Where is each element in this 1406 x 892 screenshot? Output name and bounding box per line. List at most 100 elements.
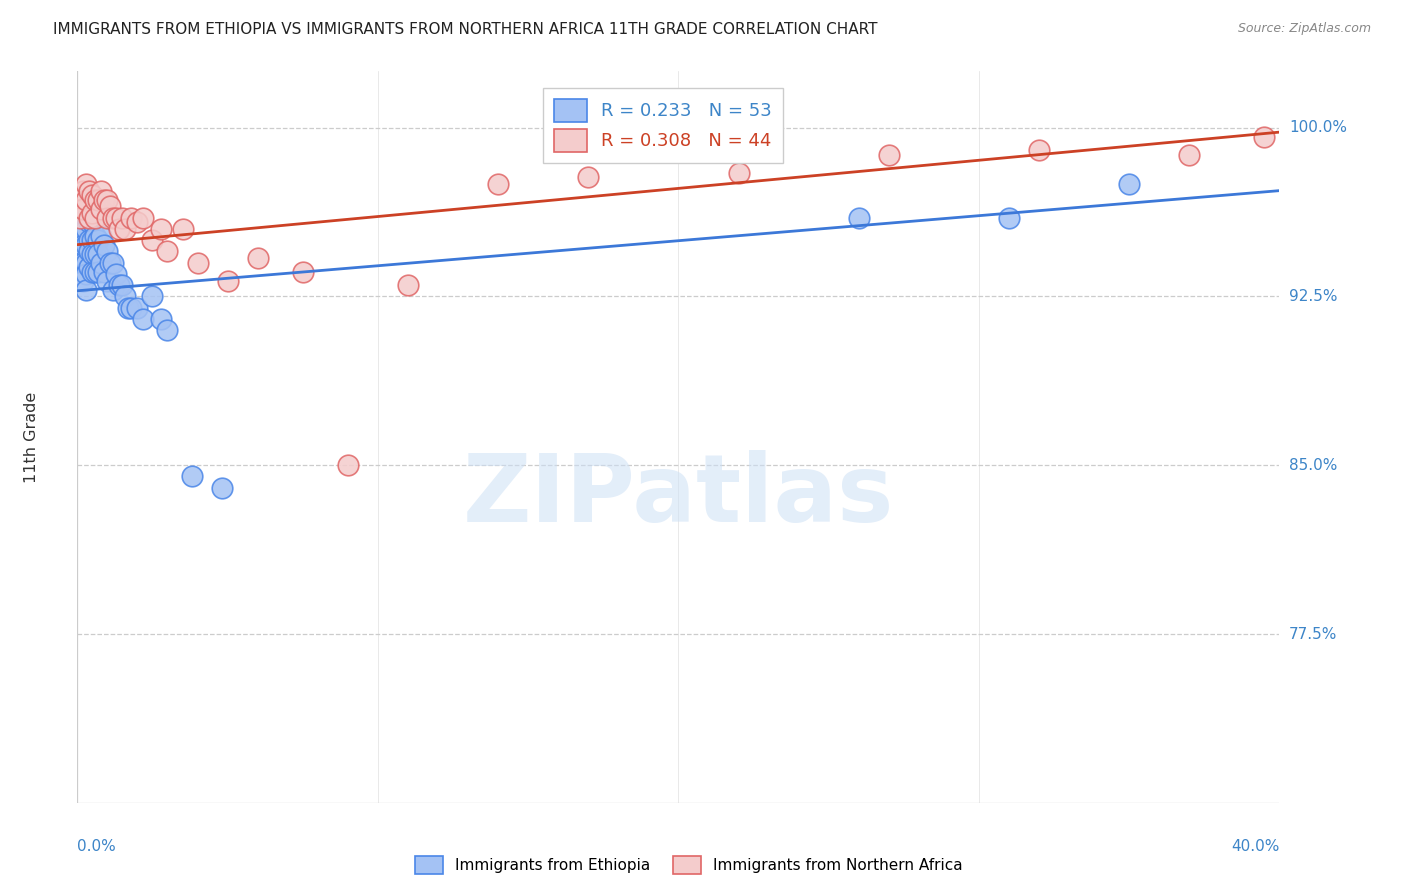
Point [998, 211, 1021, 225]
Point [96, 211, 118, 225]
Text: 100.0%: 100.0% [1289, 120, 1347, 135]
Point [69, 211, 91, 225]
Point [84, 265, 107, 279]
Point [172, 222, 194, 236]
Point [141, 233, 163, 247]
Point [75, 193, 97, 207]
Point [75, 237, 97, 252]
Point [111, 278, 134, 293]
Point [291, 265, 314, 279]
Point [79, 211, 101, 225]
Point [108, 222, 131, 236]
Point [82, 233, 104, 247]
Point [82, 265, 104, 279]
Point [75, 267, 97, 281]
Point [87, 233, 110, 247]
Text: Source: ZipAtlas.com: Source: ZipAtlas.com [1237, 22, 1371, 36]
Point [96, 193, 118, 207]
Point [150, 222, 173, 236]
Point [93, 237, 115, 252]
Point [1253, 129, 1275, 144]
Point [156, 323, 179, 337]
Point [100, 199, 122, 213]
Point [96, 244, 118, 259]
Point [75, 177, 97, 191]
Point [127, 301, 149, 315]
Point [90, 184, 112, 198]
Text: 85.0%: 85.0% [1289, 458, 1337, 473]
Point [211, 481, 233, 495]
Legend: Immigrants from Ethiopia, Immigrants from Northern Africa: Immigrants from Ethiopia, Immigrants fro… [409, 850, 969, 880]
Point [79, 233, 101, 247]
Point [141, 289, 163, 303]
Point [90, 228, 112, 243]
Point [486, 177, 509, 191]
Point [727, 166, 749, 180]
Point [90, 202, 112, 216]
Point [87, 246, 110, 260]
Point [87, 265, 110, 279]
Point [120, 301, 142, 315]
Text: ZIPatlas: ZIPatlas [463, 450, 894, 541]
Point [75, 283, 97, 297]
Point [82, 188, 104, 202]
Text: 11th Grade: 11th Grade [24, 392, 39, 483]
Text: 0.0%: 0.0% [77, 839, 117, 855]
Point [84, 193, 107, 207]
Point [75, 211, 97, 225]
Text: 40.0%: 40.0% [1232, 839, 1279, 855]
Point [117, 301, 139, 315]
Legend: R = 0.233   N = 53, R = 0.308   N = 44: R = 0.233 N = 53, R = 0.308 N = 44 [543, 87, 783, 163]
Point [180, 469, 202, 483]
Point [336, 458, 359, 473]
Point [848, 211, 870, 225]
Point [75, 255, 97, 269]
Point [96, 274, 118, 288]
Point [103, 211, 125, 225]
Point [132, 211, 155, 225]
Point [111, 211, 134, 225]
Point [82, 215, 104, 229]
Point [72, 206, 94, 220]
Point [114, 289, 136, 303]
Point [150, 312, 173, 326]
Point [103, 283, 125, 297]
Point [79, 244, 101, 259]
Point [576, 170, 599, 185]
Point [1118, 177, 1140, 191]
Text: 92.5%: 92.5% [1289, 289, 1337, 304]
Point [79, 184, 101, 198]
Point [72, 255, 94, 269]
Point [103, 255, 125, 269]
Point [217, 274, 239, 288]
Point [127, 215, 149, 229]
Point [82, 246, 104, 260]
Point [877, 147, 900, 161]
Text: IMMIGRANTS FROM ETHIOPIA VS IMMIGRANTS FROM NORTHERN AFRICA 11TH GRADE CORRELATI: IMMIGRANTS FROM ETHIOPIA VS IMMIGRANTS F… [53, 22, 877, 37]
Point [79, 260, 101, 275]
Point [84, 246, 107, 260]
Point [1178, 147, 1201, 161]
Point [84, 211, 107, 225]
Point [186, 255, 209, 269]
Point [72, 274, 94, 288]
Point [75, 222, 97, 236]
Point [69, 246, 91, 260]
Point [93, 265, 115, 279]
Point [90, 255, 112, 269]
Point [396, 278, 419, 293]
Point [69, 193, 91, 207]
Point [105, 267, 128, 281]
Point [69, 211, 91, 225]
Point [93, 193, 115, 207]
Point [79, 215, 101, 229]
Point [100, 255, 122, 269]
Point [120, 211, 142, 225]
Point [87, 193, 110, 207]
Point [114, 222, 136, 236]
Point [108, 278, 131, 293]
Point [132, 312, 155, 326]
Point [82, 206, 104, 220]
Point [72, 202, 94, 216]
Point [72, 222, 94, 236]
